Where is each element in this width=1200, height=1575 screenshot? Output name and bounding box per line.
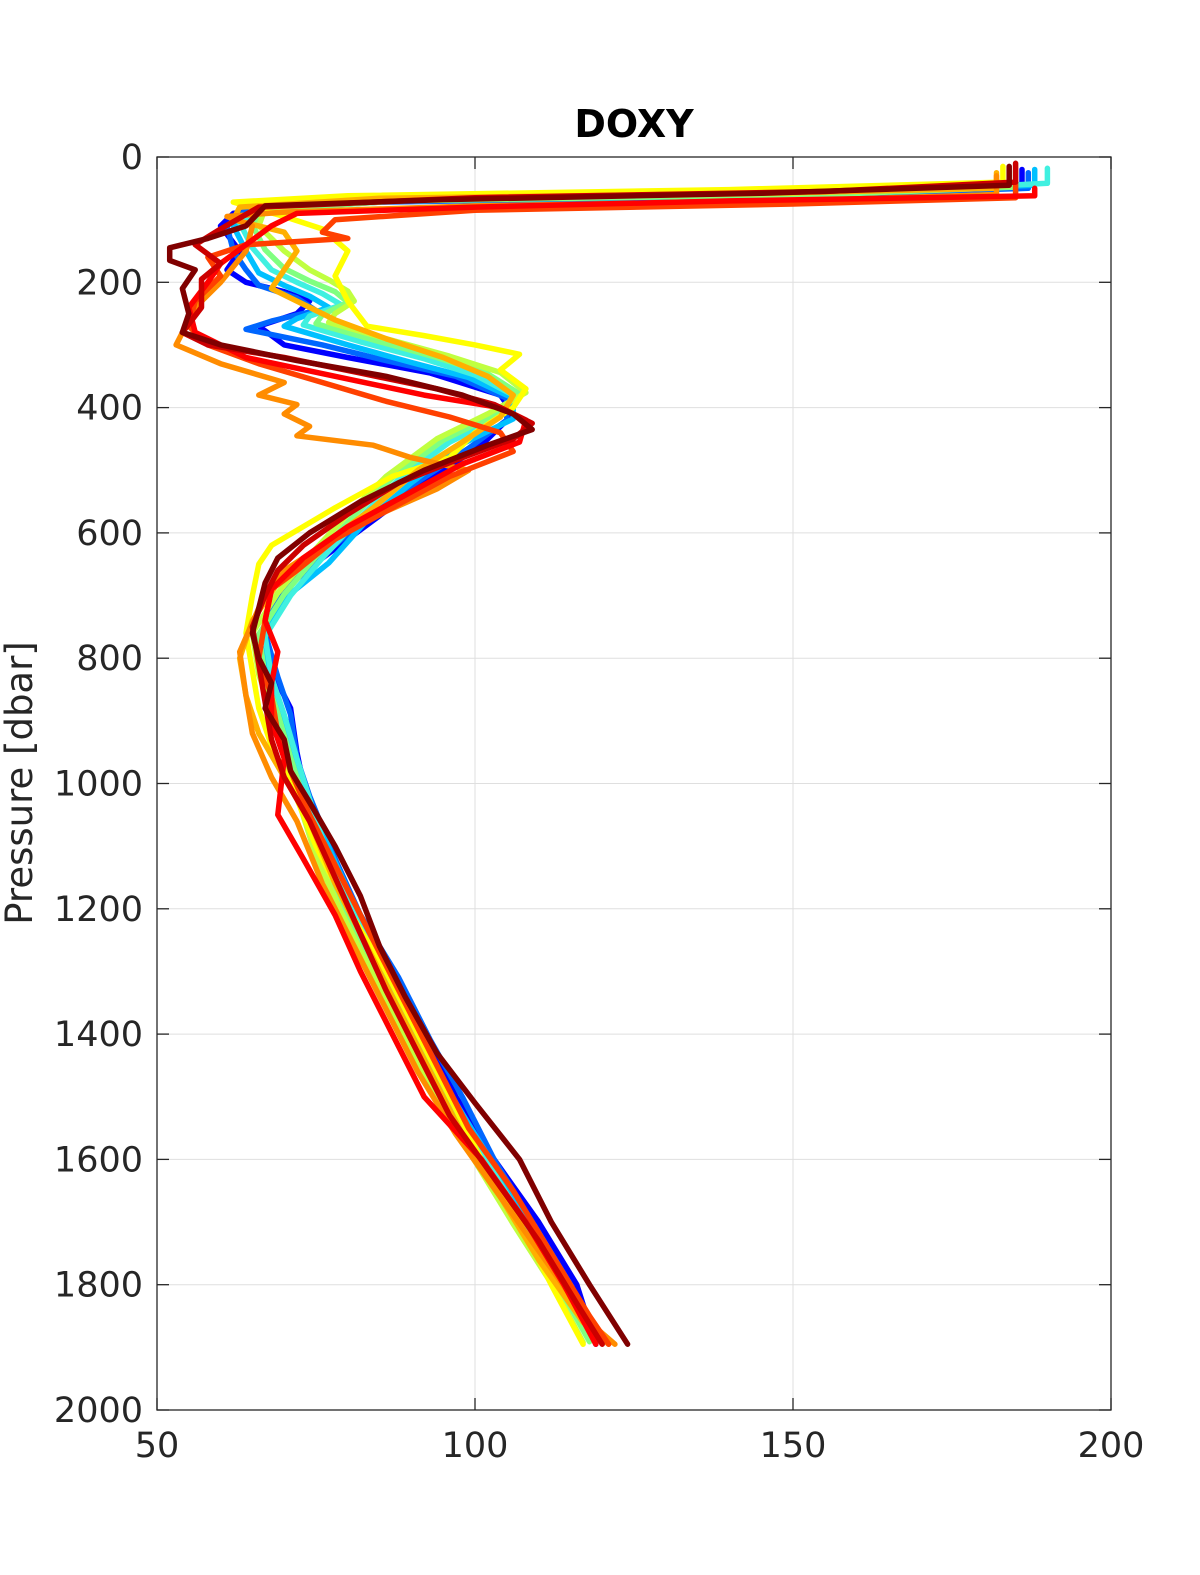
x-tick-label: 100 [442,1426,509,1466]
series-line-11 [186,185,1038,1347]
y-tick-label: 1400 [54,1015,143,1055]
y-tick-label: 1000 [54,765,143,805]
series-line-13 [166,163,1012,1347]
y-tick-label: 400 [76,389,143,429]
y-tick-label: 200 [76,263,143,303]
x-tick-label: 200 [1078,1426,1145,1466]
chart-title: DOXY [574,102,694,146]
y-tick-label: 1600 [54,1140,143,1180]
series-layer [166,160,1051,1347]
series-line-8 [230,169,1000,1347]
series-line-4 [236,165,1051,1344]
y-tick-label: 800 [76,639,143,679]
x-tick-label: 50 [135,1426,180,1466]
x-tick-label: 150 [760,1426,827,1466]
y-tick-label: 1200 [54,890,143,930]
y-tick-label: 600 [76,514,143,554]
y-tick-label: 0 [121,138,143,178]
y-tick-label: 2000 [54,1391,143,1431]
y-tick-label: 1800 [54,1266,143,1306]
series-line-10 [186,179,1019,1347]
y-tick-labels: 0 200 400 600 800 1000 1200 1400 1600 1800 2000 [54,138,143,1431]
x-tick-labels: 50 100 150 200 [135,1426,1145,1466]
y-axis-label: Pressure [dbar] [0,641,41,924]
tick-marks [156,156,1112,1411]
series-line-6 [249,166,1012,1346]
